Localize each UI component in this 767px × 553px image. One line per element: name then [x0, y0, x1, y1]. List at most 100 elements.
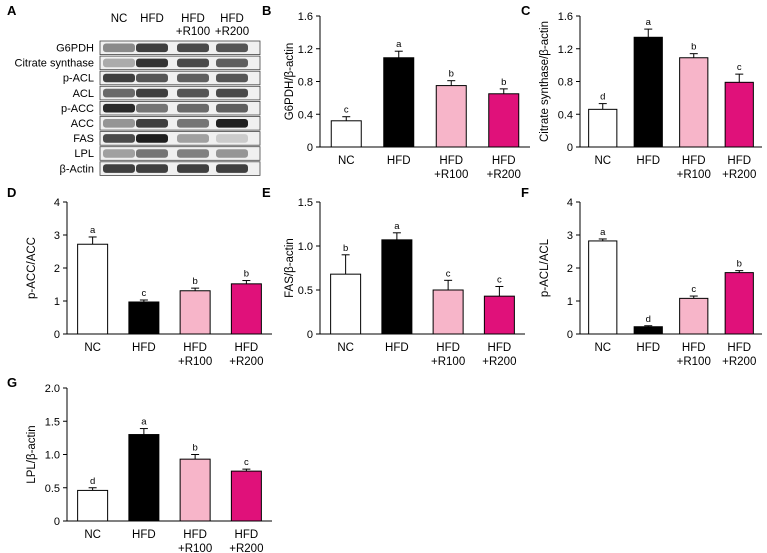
protein-label: LPL	[74, 148, 94, 160]
x-tick-label: HFD	[636, 155, 660, 167]
chart-panel-g: G 0 0.5 1.0 1.5 2.0 LPL/β-actin d NC a HFD b HFD +R10…	[7, 375, 272, 553]
x-tick-label: HFD +R200	[229, 529, 263, 553]
y-tick-label: 1.6	[558, 11, 573, 23]
bar	[633, 326, 663, 335]
y-tick-label: 0	[567, 142, 573, 154]
y-tick-label: 1	[54, 296, 60, 308]
panel-label: D	[7, 185, 16, 200]
blot-band	[103, 43, 135, 53]
chart-panel-f: F 0 1 2 3 4 p-ACL/ACL a NC d HFD c HFD +R100 b HFD +R200	[521, 185, 762, 368]
significance-letter: b	[449, 69, 454, 80]
x-tick-label: HFD +R100	[677, 155, 711, 181]
blot-band	[103, 88, 135, 98]
significance-letter: a	[394, 221, 400, 232]
bar	[483, 295, 515, 335]
significance-letter: c	[691, 284, 696, 295]
blot-band	[177, 73, 209, 83]
bar	[724, 272, 754, 335]
x-tick-label: NC	[338, 155, 355, 167]
protein-label: p-ACL	[63, 73, 94, 85]
y-axis-title: FAS/β-actin	[284, 238, 296, 298]
y-tick-label: 4	[567, 197, 573, 209]
y-tick-label: 0.4	[298, 109, 313, 121]
blot-band	[177, 103, 209, 113]
blot-band	[216, 134, 248, 143]
panel-label: E	[262, 185, 271, 200]
y-tick-label: 1.5	[45, 416, 60, 428]
blot-band	[103, 164, 135, 173]
blot-band	[177, 149, 209, 158]
y-tick-label: 1.0	[45, 450, 60, 462]
bar	[128, 301, 160, 335]
panel-label: F	[521, 185, 529, 200]
lane-label: HFD +R100	[176, 13, 210, 38]
y-tick-label: 2.0	[45, 383, 60, 395]
y-tick-label: 0	[567, 329, 573, 341]
bar	[435, 85, 467, 148]
chart-panel-c: C 0 0.4 0.8 1.2 1.6 Citrate synthase/β-actin d N…	[521, 3, 762, 181]
blot-band	[216, 73, 248, 83]
x-tick-label: NC	[594, 342, 611, 354]
y-tick-label: 1.0	[298, 241, 313, 253]
x-tick-label: HFD +R100	[434, 155, 468, 181]
blot-band	[216, 119, 248, 128]
blot-band	[216, 43, 248, 53]
significance-letter: d	[90, 476, 95, 487]
blot-band	[103, 134, 135, 143]
y-tick-label: 0.5	[45, 483, 60, 495]
bar	[588, 240, 618, 335]
x-tick-label: HFD	[387, 155, 411, 167]
y-tick-label: 3	[54, 230, 60, 242]
bar	[633, 36, 663, 148]
blot-band	[136, 103, 168, 113]
bar	[230, 283, 262, 335]
bar	[679, 57, 709, 148]
blot-band	[177, 164, 209, 173]
y-tick-label: 2	[54, 263, 60, 275]
blot-band	[177, 119, 209, 128]
bar	[77, 489, 109, 522]
lane-label: HFD	[140, 13, 164, 25]
protein-label: β-Actin	[60, 163, 94, 175]
x-tick-label: HFD +R200	[229, 342, 263, 368]
y-tick-label: 1.5	[298, 197, 313, 209]
panel-label-a: A	[7, 3, 17, 18]
bar	[77, 243, 109, 335]
blot-band	[136, 164, 168, 173]
bar	[179, 290, 211, 335]
significance-letter: c	[497, 274, 502, 285]
blot-band	[136, 88, 168, 98]
y-tick-label: 1.6	[298, 11, 313, 23]
blot-band	[216, 103, 248, 113]
blot-band	[216, 58, 248, 68]
y-tick-label: 0	[54, 516, 60, 528]
blot-band	[177, 134, 209, 143]
bar	[330, 120, 362, 148]
blot-band	[103, 149, 135, 158]
blot-band	[103, 119, 135, 128]
significance-letter: b	[244, 269, 249, 280]
panel-label: C	[521, 3, 531, 18]
x-tick-label: NC	[84, 342, 101, 354]
protein-label: ACL	[73, 88, 94, 100]
x-tick-label: HFD +R200	[482, 342, 516, 368]
y-tick-label: 0	[54, 329, 60, 341]
y-tick-label: 0.8	[298, 77, 313, 89]
y-axis-title: LPL/β-actin	[26, 425, 38, 483]
x-tick-label: NC	[84, 529, 101, 541]
blot-band	[177, 43, 209, 53]
y-axis-title: p-ACL/ACL	[539, 238, 551, 297]
y-tick-label: 1.2	[558, 44, 573, 56]
y-axis-title: G6PDH/β-actin	[284, 43, 296, 121]
blot-band	[136, 134, 168, 143]
significance-letter: a	[646, 17, 652, 28]
blot-band	[136, 58, 168, 68]
bar-charts: B 0 0.4 0.8 1.2 1.6 G6PDH/β-actin c NC a HFD b HFD +R…	[7, 3, 762, 553]
y-tick-label: 2	[567, 263, 573, 275]
x-tick-label: HFD +R200	[722, 342, 756, 368]
significance-letter: a	[600, 227, 606, 238]
x-tick-label: HFD	[132, 529, 156, 541]
lane-label: HFD +R200	[215, 13, 249, 38]
significance-letter: b	[192, 276, 197, 287]
